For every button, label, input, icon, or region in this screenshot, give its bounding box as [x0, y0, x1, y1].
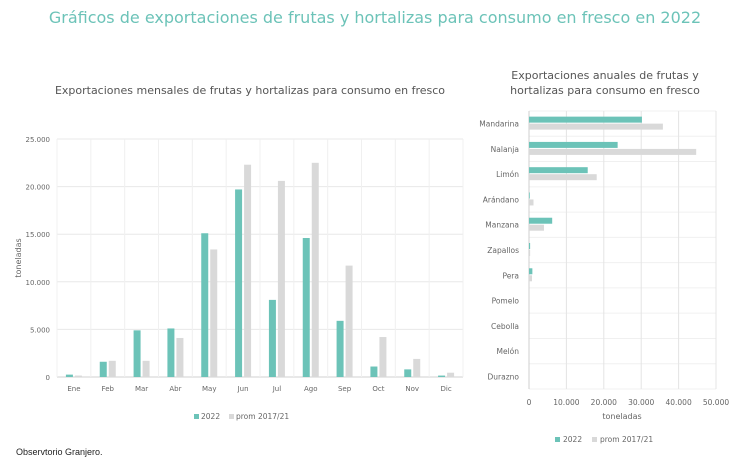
y-tick-label: Limón	[496, 170, 519, 179]
bar-prom-Nov	[413, 358, 421, 377]
bar-prom-Manzana	[529, 224, 544, 231]
bar-2022-Nalanja	[529, 141, 618, 148]
bar-2022-Arándano	[529, 192, 530, 199]
y-tick-label: 10.000	[26, 279, 51, 287]
legend-swatch-prom	[592, 437, 597, 442]
bar-prom-Jul	[277, 180, 285, 377]
bar-2022-Ene	[65, 374, 73, 377]
legend-label-prom: prom 2017/21	[600, 435, 653, 444]
bar-2022-Feb	[99, 361, 107, 377]
bar-2022-Pera	[529, 268, 533, 275]
x-tick-label: May	[202, 385, 216, 393]
x-tick-label: Sep	[338, 385, 352, 393]
bar-prom-Mandarina	[529, 123, 663, 130]
y-tick-label: Arándano	[483, 195, 520, 204]
bar-2022-Ago	[302, 238, 310, 377]
legend-swatch-2022	[194, 414, 199, 419]
bar-prom-Jun	[244, 164, 252, 377]
bar-prom-Dic	[447, 372, 455, 377]
y-tick-label: 15.000	[26, 231, 51, 239]
y-tick-label: Pera	[502, 271, 519, 280]
y-tick-label: Zapallos	[487, 246, 519, 255]
y-tick-label: Durazno	[488, 372, 520, 381]
x-tick-label: Feb	[102, 385, 115, 393]
bar-prom-Mar	[142, 360, 150, 377]
bar-prom-Ene	[74, 375, 82, 377]
x-tick-label: 40.000	[665, 398, 691, 407]
bar-prom-Nalanja	[529, 148, 697, 155]
bar-prom-Ago	[311, 162, 319, 377]
bar-2022-May	[201, 233, 209, 377]
x-tick-label: 50.000	[703, 398, 729, 407]
x-tick-label: Jun	[237, 385, 249, 393]
x-tick-label: Dic	[440, 385, 451, 393]
main-title: Gráficos de exportaciones de frutas y ho…	[48, 8, 702, 27]
monthly-chart-title: Exportaciones mensales de frutas y horta…	[54, 84, 446, 97]
y-tick-label: Nalanja	[491, 145, 519, 154]
y-tick-label: 0	[46, 374, 50, 382]
y-tick-label: Pomelo	[492, 297, 520, 306]
y-tick-label: Cebolla	[491, 322, 519, 331]
bar-prom-Limón	[529, 174, 597, 181]
bar-2022-Manzana	[529, 217, 553, 224]
x-tick-label: Nov	[405, 385, 419, 393]
bar-2022-Mandarina	[529, 116, 642, 123]
bar-2022-Mar	[133, 330, 141, 377]
bar-2022-Sep	[336, 320, 344, 377]
y-axis-label: toneladas	[14, 238, 23, 277]
y-tick-label: 5.000	[30, 326, 50, 334]
source-note: Observtorio Granjero.	[16, 447, 103, 457]
bar-prom-May	[210, 249, 218, 377]
y-tick-label: 20.000	[26, 184, 51, 192]
bar-prom-Feb	[108, 360, 116, 377]
bar-prom-Abr	[176, 337, 184, 377]
bar-2022-Nov	[404, 369, 412, 377]
x-tick-label: Abr	[169, 385, 181, 393]
legend-swatch-2022	[555, 437, 560, 442]
y-tick-label: Mandarina	[479, 120, 519, 129]
bar-2022-Oct	[370, 366, 378, 377]
bar-prom-Sep	[345, 265, 353, 377]
x-tick-label: Ene	[67, 385, 80, 393]
bar-prom-Arándano	[529, 199, 534, 206]
x-tick-label: Ago	[304, 385, 318, 393]
bar-prom-Pera	[529, 275, 532, 282]
bar-2022-Abr	[167, 328, 175, 377]
y-tick-label: Melón	[496, 347, 519, 356]
bar-2022-Dic	[438, 375, 446, 377]
legend-swatch-prom	[229, 414, 234, 419]
x-tick-label: Oct	[372, 385, 384, 393]
y-tick-label: Manzana	[485, 221, 519, 230]
legend-label-2022: 2022	[201, 412, 220, 421]
x-tick-label: 0	[527, 398, 532, 407]
x-axis-label: toneladas	[602, 412, 641, 421]
y-tick-label: 25.000	[26, 136, 51, 144]
legend-label-2022: 2022	[563, 435, 582, 444]
x-tick-label: 10.000	[553, 398, 579, 407]
legend-label-prom: prom 2017/21	[236, 412, 289, 421]
bar-2022-Limón	[529, 167, 588, 174]
annual-chart-title: Exportaciones anuales de frutas y hortal…	[510, 69, 700, 97]
x-tick-label: 30.000	[628, 398, 654, 407]
x-tick-label: 20.000	[591, 398, 617, 407]
bar-2022-Jul	[268, 299, 276, 377]
bar-2022-Zapallos	[529, 243, 531, 249]
x-tick-label: Mar	[135, 385, 148, 393]
bar-2022-Jun	[235, 189, 243, 377]
bar-prom-Oct	[379, 337, 387, 377]
x-tick-label: Jul	[272, 385, 282, 393]
bar-prom-Zapallos	[529, 250, 531, 256]
